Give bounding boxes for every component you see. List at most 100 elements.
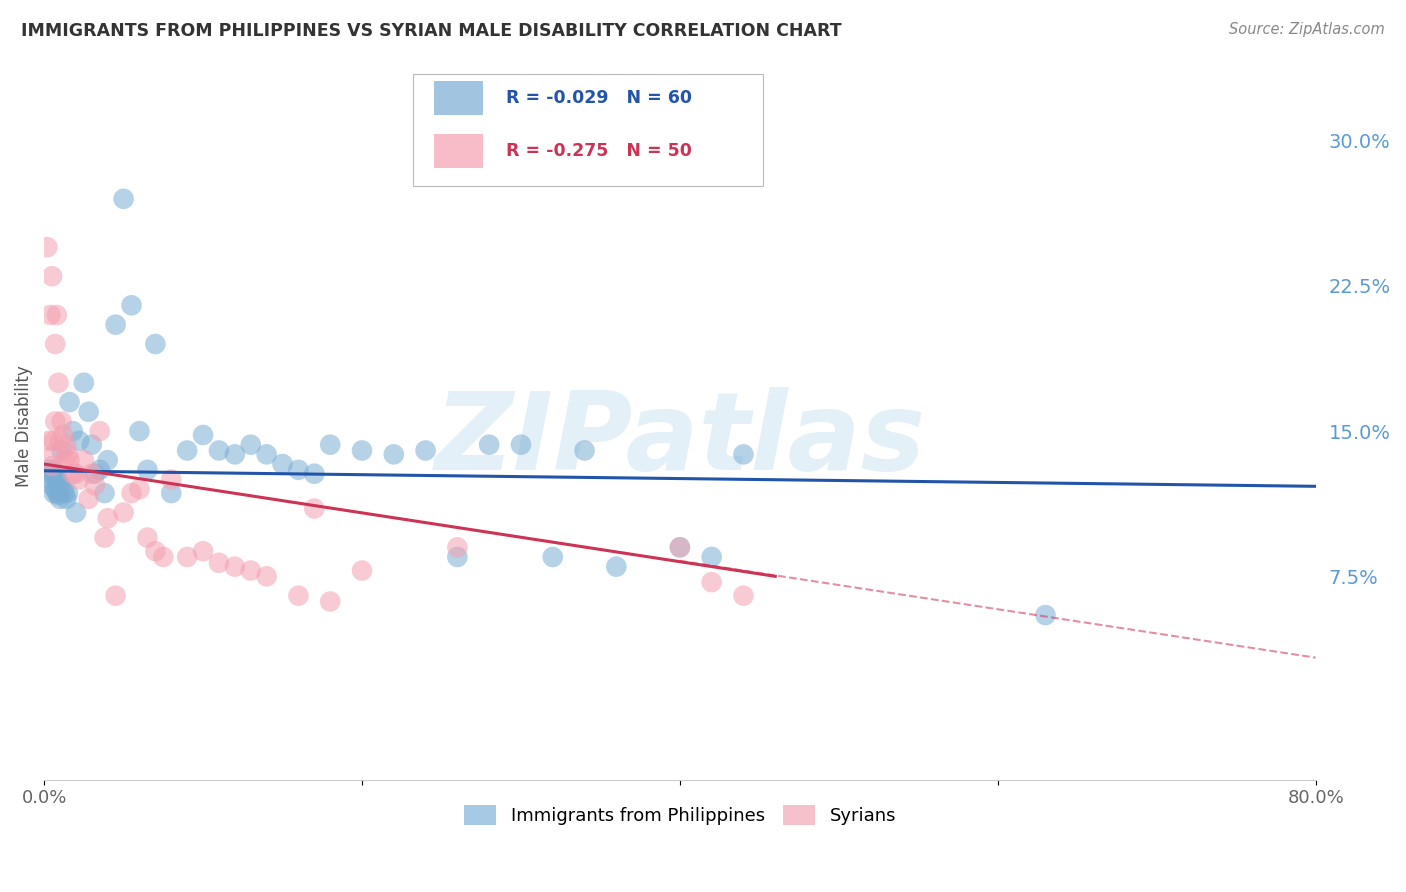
Point	[224, 447, 246, 461]
Point	[446, 549, 468, 564]
Point	[733, 447, 755, 461]
Point	[541, 549, 564, 564]
Point	[49, 478, 72, 492]
Point	[44, 337, 66, 351]
Point	[41, 478, 63, 492]
Point	[128, 482, 150, 496]
Point	[128, 424, 150, 438]
Point	[93, 531, 115, 545]
Point	[73, 453, 96, 467]
Bar	[434, 135, 482, 169]
Point	[48, 376, 70, 390]
Point	[89, 424, 111, 438]
Point	[62, 424, 84, 438]
Point	[44, 414, 66, 428]
Text: Source: ZipAtlas.com: Source: ZipAtlas.com	[1229, 22, 1385, 37]
Bar	[434, 81, 482, 115]
Point	[478, 438, 501, 452]
Point	[49, 491, 72, 506]
Legend: Immigrants from Philippines, Syrians: Immigrants from Philippines, Syrians	[454, 797, 905, 834]
Point	[574, 443, 596, 458]
Point	[112, 505, 135, 519]
Point	[93, 486, 115, 500]
Point	[80, 438, 103, 452]
Point	[446, 541, 468, 555]
Point	[42, 447, 65, 461]
Point	[350, 443, 373, 458]
Point	[56, 447, 79, 461]
Point	[67, 434, 90, 448]
Text: IMMIGRANTS FROM PHILIPPINES VS SYRIAN MALE DISABILITY CORRELATION CHART: IMMIGRANTS FROM PHILIPPINES VS SYRIAN MA…	[21, 22, 842, 40]
Point	[208, 443, 231, 458]
Point	[239, 438, 262, 452]
Point	[53, 486, 76, 500]
Point	[48, 488, 70, 502]
Text: R = -0.275   N = 50: R = -0.275 N = 50	[506, 143, 692, 161]
Point	[38, 463, 60, 477]
Point	[51, 414, 73, 428]
Point	[239, 564, 262, 578]
Text: R = -0.029   N = 60: R = -0.029 N = 60	[506, 88, 692, 107]
Point	[97, 511, 120, 525]
Point	[38, 434, 60, 448]
Point	[191, 544, 214, 558]
Point	[350, 564, 373, 578]
Point	[224, 559, 246, 574]
Point	[84, 478, 107, 492]
Point	[39, 473, 62, 487]
Point	[152, 549, 174, 564]
Point	[256, 447, 278, 461]
Point	[52, 428, 75, 442]
Point	[77, 405, 100, 419]
Point	[136, 531, 159, 545]
Point	[52, 482, 75, 496]
Point	[104, 589, 127, 603]
Point	[287, 463, 309, 477]
Point	[65, 467, 87, 481]
Point	[208, 556, 231, 570]
Point	[669, 541, 692, 555]
Point	[121, 298, 143, 312]
Point	[53, 453, 76, 467]
Point	[145, 337, 167, 351]
Point	[73, 376, 96, 390]
Point	[41, 458, 63, 473]
Point	[382, 447, 405, 461]
Point	[44, 482, 66, 496]
Point	[287, 589, 309, 603]
Point	[56, 486, 79, 500]
Point	[700, 549, 723, 564]
Point	[51, 443, 73, 458]
Point	[304, 467, 326, 481]
Text: ZIPatlas: ZIPatlas	[434, 387, 925, 493]
Point	[1035, 608, 1057, 623]
Point	[605, 559, 627, 574]
Point	[160, 473, 183, 487]
Point	[84, 467, 107, 481]
Point	[145, 544, 167, 558]
Point	[191, 428, 214, 442]
Point	[121, 486, 143, 500]
Point	[319, 594, 342, 608]
Point	[160, 486, 183, 500]
Point	[319, 438, 342, 452]
Point	[669, 541, 692, 555]
Point	[67, 473, 90, 487]
Point	[176, 443, 198, 458]
Point	[77, 491, 100, 506]
Point	[58, 453, 80, 467]
Point	[112, 192, 135, 206]
Point	[44, 470, 66, 484]
Point	[65, 505, 87, 519]
Point	[41, 467, 63, 481]
Point	[45, 308, 67, 322]
Point	[48, 473, 70, 487]
Point	[80, 467, 103, 481]
Point	[136, 463, 159, 477]
Point	[45, 473, 67, 487]
Y-axis label: Male Disability: Male Disability	[15, 366, 32, 487]
Point	[55, 440, 77, 454]
Point	[49, 434, 72, 448]
Point	[42, 434, 65, 448]
Point	[271, 457, 294, 471]
